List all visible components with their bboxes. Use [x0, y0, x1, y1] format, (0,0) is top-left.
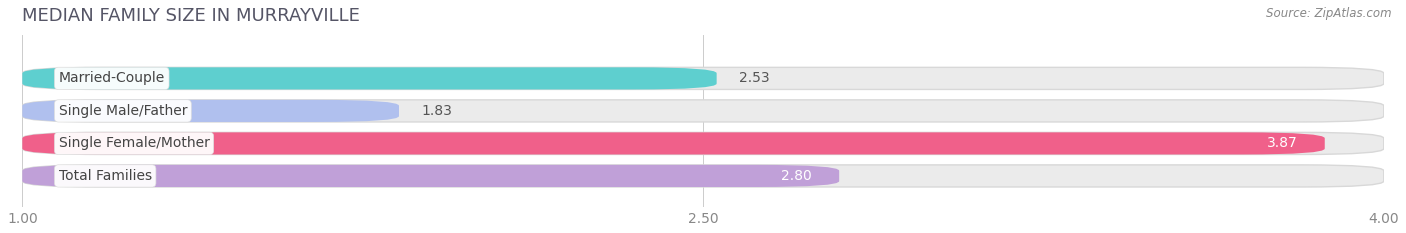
- Text: 3.87: 3.87: [1267, 137, 1298, 151]
- Text: MEDIAN FAMILY SIZE IN MURRAYVILLE: MEDIAN FAMILY SIZE IN MURRAYVILLE: [22, 7, 360, 25]
- Text: 1.83: 1.83: [422, 104, 453, 118]
- Text: Source: ZipAtlas.com: Source: ZipAtlas.com: [1267, 7, 1392, 20]
- FancyBboxPatch shape: [22, 100, 399, 122]
- Text: Total Families: Total Families: [59, 169, 152, 183]
- Text: Single Female/Mother: Single Female/Mother: [59, 137, 209, 151]
- Text: Single Male/Father: Single Male/Father: [59, 104, 187, 118]
- FancyBboxPatch shape: [22, 165, 839, 187]
- Text: 2.80: 2.80: [782, 169, 811, 183]
- Text: 2.53: 2.53: [740, 71, 770, 86]
- FancyBboxPatch shape: [22, 132, 1384, 154]
- FancyBboxPatch shape: [22, 67, 1384, 89]
- FancyBboxPatch shape: [22, 165, 1384, 187]
- Text: Married-Couple: Married-Couple: [59, 71, 165, 86]
- FancyBboxPatch shape: [22, 100, 1384, 122]
- FancyBboxPatch shape: [22, 132, 1324, 154]
- FancyBboxPatch shape: [22, 67, 717, 89]
